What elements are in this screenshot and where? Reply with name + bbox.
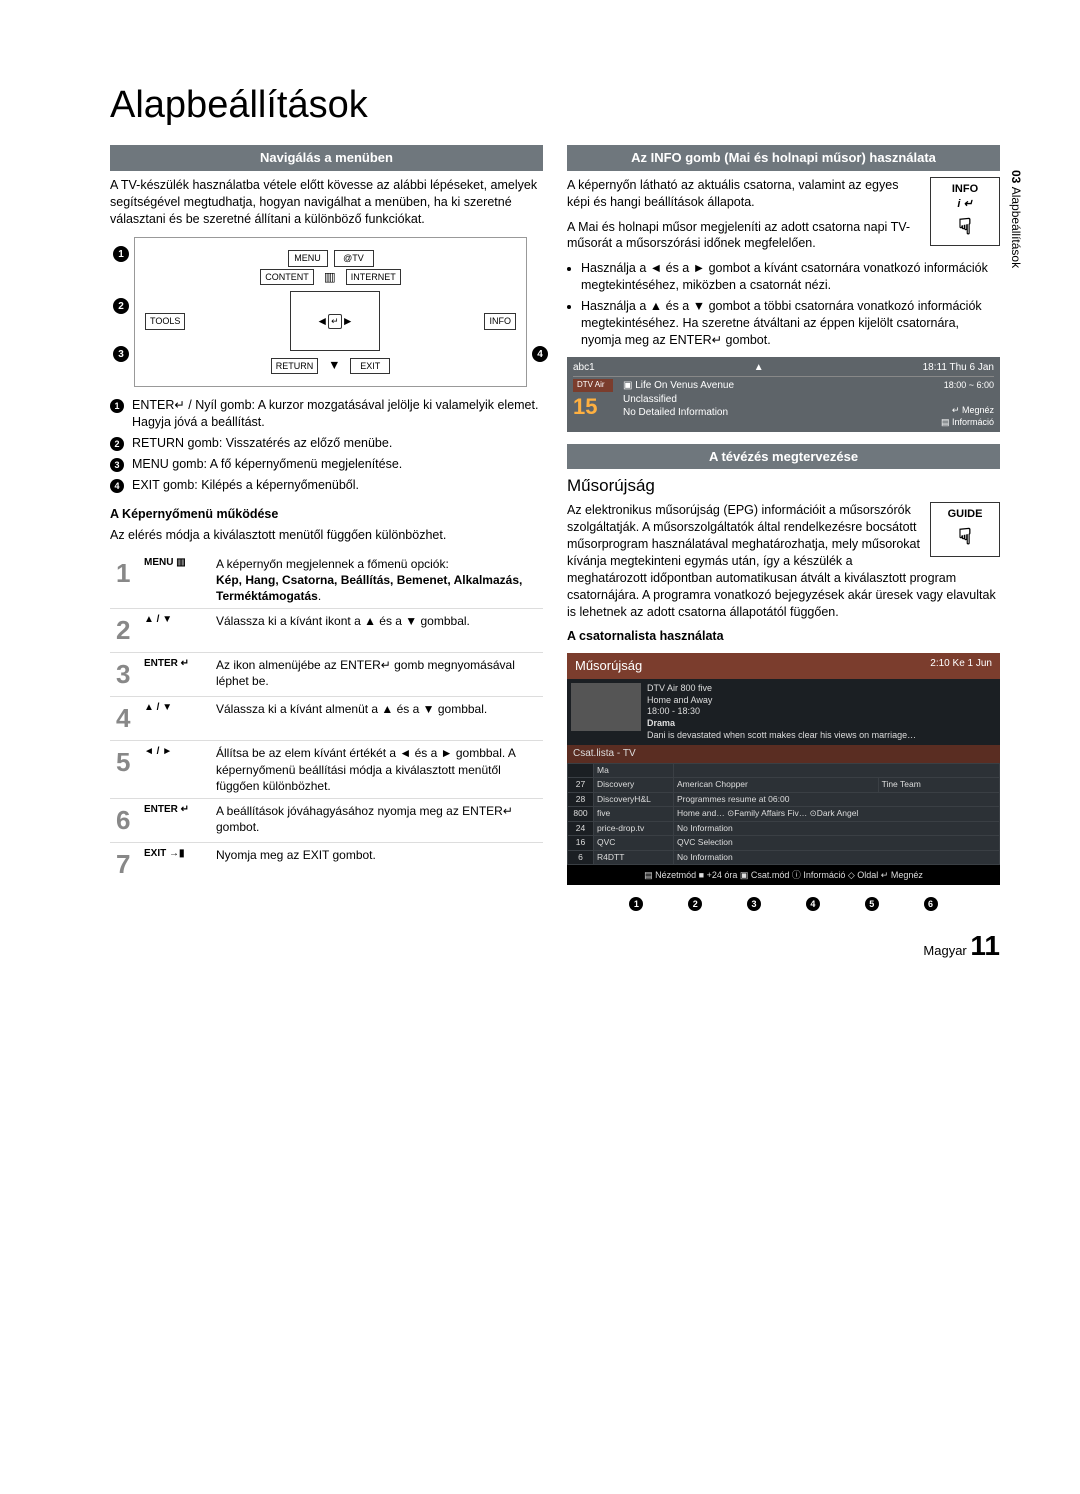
left-column: Navigálás a menüben A TV-készülék haszná… (110, 145, 543, 911)
remote-menu-btn: MENU (288, 250, 328, 266)
remote-return-btn: RETURN (271, 358, 319, 374)
section-planning-title: A tévézés megtervezése (567, 444, 1000, 470)
remote-diagram: 1 2 3 4 MENU @TV CONTENT ▥ INTERNET TOOL… (134, 237, 527, 387)
table-row: 16QVCQVC Selection (568, 836, 1000, 850)
section-nav-title: Navigálás a menüben (110, 145, 543, 171)
page-title: Alapbeállítások (110, 80, 1000, 131)
step-row: 4▲ / ▼Válassza ki a kívánt almenüt a ▲ é… (110, 696, 543, 740)
osd-operation-p: Az elérés módja a kiválasztott menütől f… (110, 527, 543, 544)
side-chapter-tab: 03 Alapbeállítások (1008, 170, 1024, 268)
remote-tools-btn: TOOLS (145, 313, 185, 329)
step-row: 1 MENU ▥ A képernyőn megjelennek a főmen… (110, 552, 543, 609)
guide-thumbnail (571, 683, 641, 731)
info-button-illustration: INFO i ↵ ☟ (930, 177, 1000, 246)
guide-footer-callouts: 1 2 3 4 5 6 (567, 893, 1000, 911)
nav-intro: A TV-készülék használatba vétele előtt k… (110, 177, 543, 228)
remote-info-btn: INFO (484, 313, 516, 329)
table-row: 27DiscoveryAmerican ChopperTine Team (568, 778, 1000, 792)
guide-footer-legend: ▤ Nézetmód ■ +24 óra ▣ Csat.mód ⓘ Inform… (567, 865, 1000, 885)
osd-operation-heading: A Képernyőmenü működése (110, 506, 543, 523)
step-row: 2▲ / ▼Válassza ki a kívánt ikont a ▲ és … (110, 608, 543, 652)
guide-button-illustration: GUIDE ☟ (930, 502, 1000, 557)
step-row: 3ENTER ↵Az ikon almenüjébe az ENTER↵ gom… (110, 652, 543, 696)
remote-atv-btn: @TV (334, 250, 374, 266)
epg-subtitle: Műsorújság (567, 475, 1000, 498)
callout-list: 1ENTER↵ / Nyíl gomb: A kurzor mozgatásáv… (110, 397, 543, 493)
step-row: 6ENTER ↵A beállítások jóváhagyásához nyo… (110, 798, 543, 842)
table-row: 6R4DTTNo Information (568, 850, 1000, 864)
remote-dpad: ◄ ↵ ► (290, 291, 380, 351)
remote-exit-btn: EXIT (350, 358, 390, 374)
guide-table: Ma 27DiscoveryAmerican ChopperTine Team … (567, 763, 1000, 865)
step-row: 5◄ / ►Állítsa be az elem kívánt értékét … (110, 740, 543, 798)
step-row: 7EXIT →▮Nyomja meg az EXIT gombot. (110, 842, 543, 886)
guide-preview: Műsorújság 2:10 Ke 1 Jun DTV Air 800 fiv… (567, 653, 1000, 885)
page-footer: Magyar 11 (110, 927, 1000, 965)
steps-table: 1 MENU ▥ A képernyőn megjelennek a főmen… (110, 552, 543, 887)
right-column: Az INFO gomb (Mai és holnapi műsor) hasz… (567, 145, 1000, 911)
table-row: 24price-drop.tvNo Information (568, 821, 1000, 835)
channel-list-heading: A csatornalista használata (567, 628, 1000, 645)
table-row: 28DiscoveryH&LProgrammes resume at 06:00 (568, 792, 1000, 806)
remote-content-btn: CONTENT (260, 269, 314, 285)
table-row: 800fiveHome and… ⊙Family Affairs Fiv… ⊙D… (568, 807, 1000, 821)
osd-preview: abc1▲18:11 Thu 6 Jan DTV Air 15 ▣ Life O… (567, 357, 1000, 432)
remote-internet-btn: INTERNET (346, 269, 401, 285)
section-info-title: Az INFO gomb (Mai és holnapi műsor) hasz… (567, 145, 1000, 171)
info-bullets: Használja a ◄ és a ► gombot a kívánt csa… (581, 260, 1000, 348)
